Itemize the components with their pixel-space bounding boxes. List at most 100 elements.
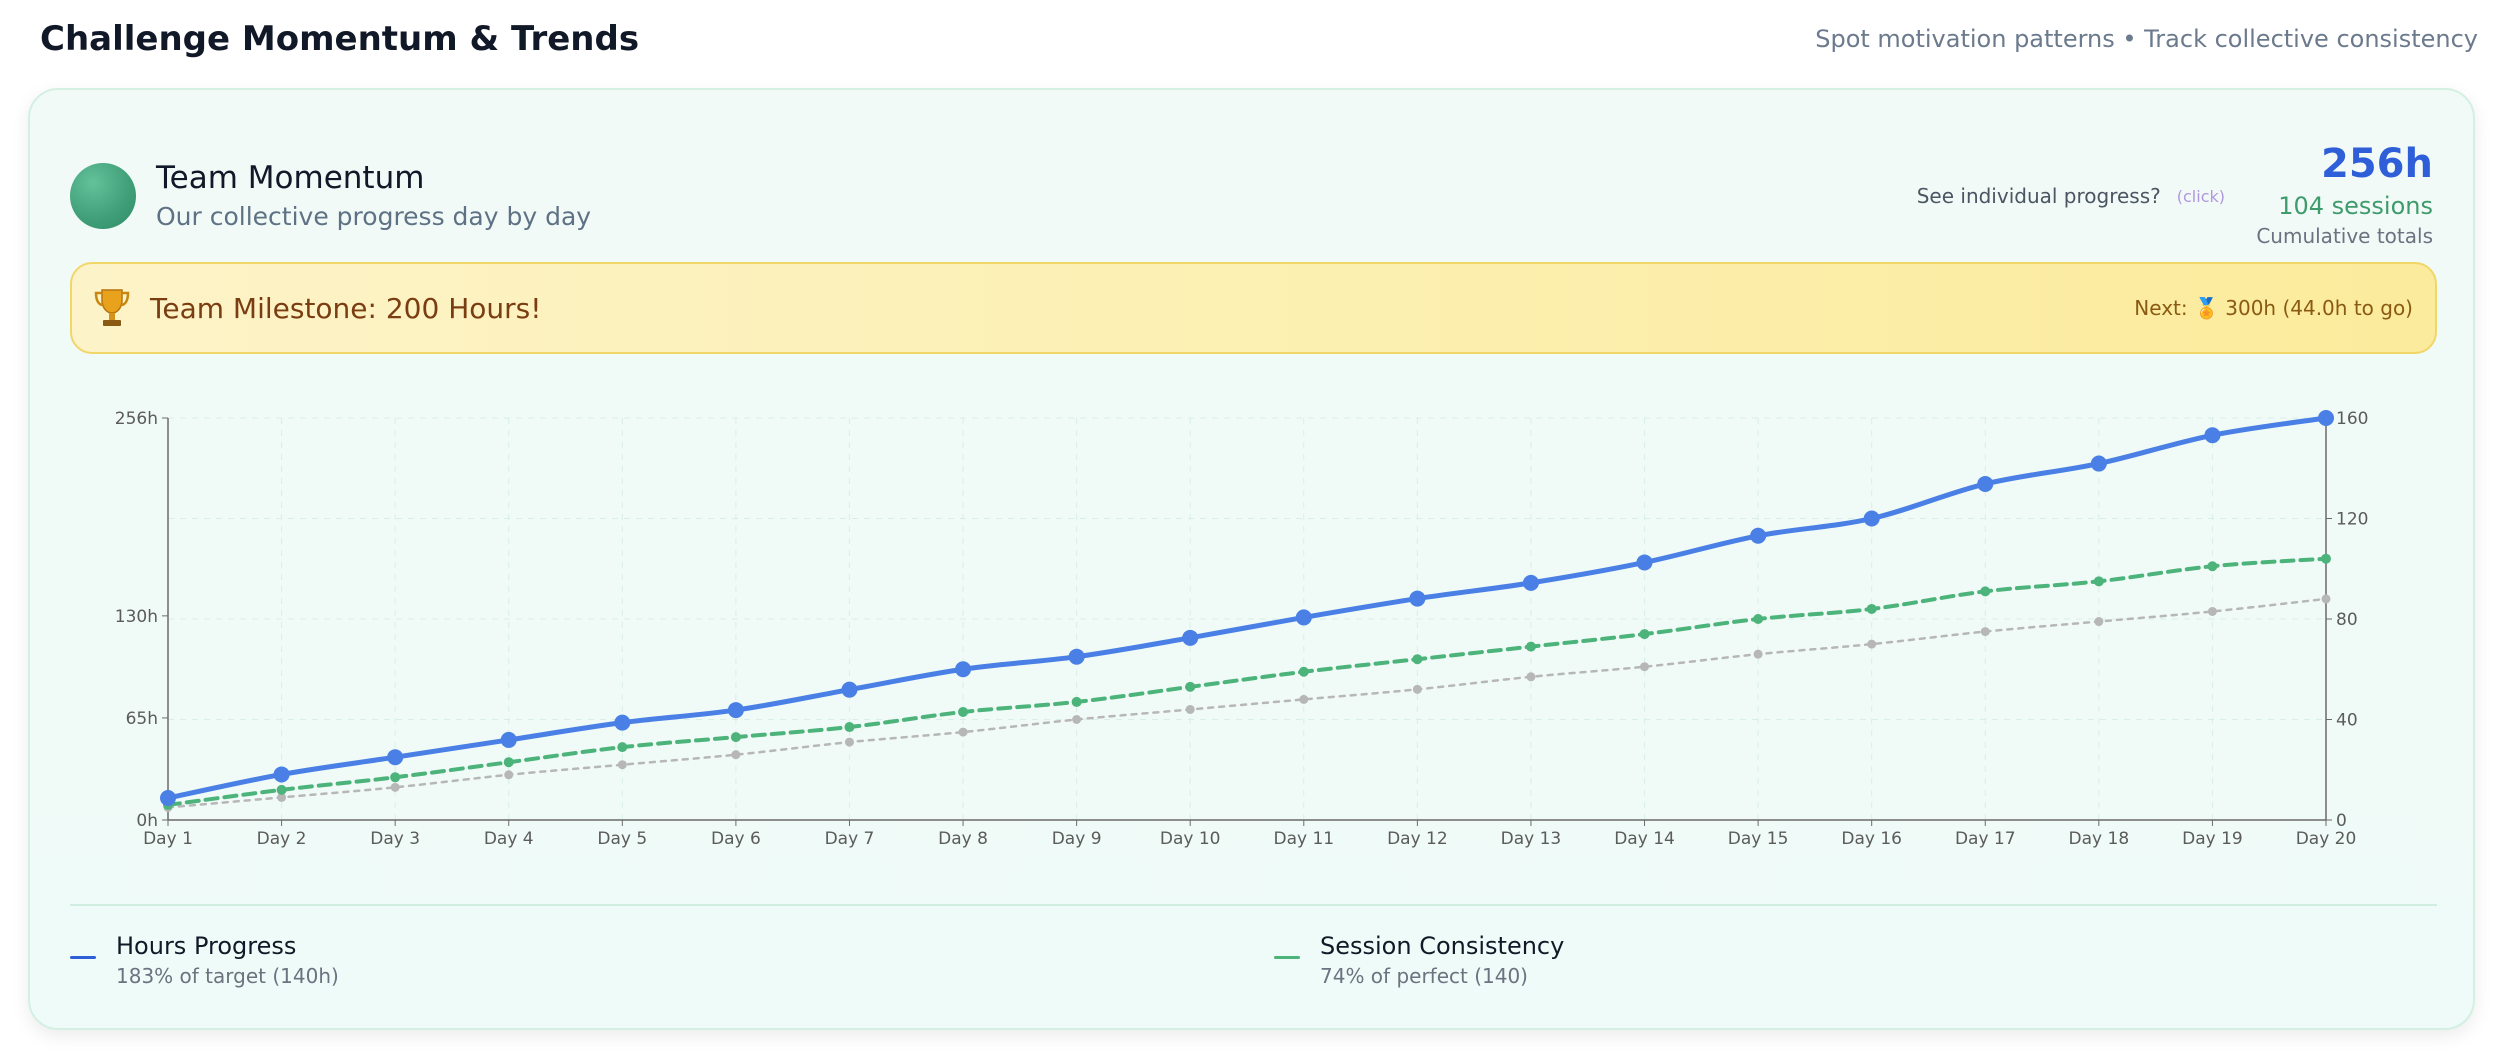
data-point-hours bbox=[1295, 609, 1312, 626]
cumulative-totals: 256h 104 sessions Cumulative totals bbox=[2256, 142, 2433, 248]
data-point-sessions bbox=[2207, 561, 2218, 572]
x-tick-label: Day 7 bbox=[825, 829, 875, 849]
x-tick-label: Day 5 bbox=[597, 829, 647, 849]
data-point-target bbox=[1526, 672, 1536, 682]
data-point-hours bbox=[2090, 455, 2107, 472]
page-subtitle: Spot motivation patterns • Track collect… bbox=[1815, 25, 2478, 53]
data-point-hours bbox=[1863, 510, 1880, 527]
individual-progress-question: See individual progress? bbox=[1916, 184, 2161, 208]
data-point-sessions bbox=[503, 757, 514, 768]
y-right-tick-label: 160 bbox=[2336, 409, 2368, 429]
series-line-target bbox=[166, 597, 2328, 809]
x-tick-label: Day 3 bbox=[370, 829, 420, 849]
x-tick-label: Day 14 bbox=[1614, 829, 1675, 849]
data-point-hours bbox=[1522, 574, 1539, 591]
data-point-sessions bbox=[1412, 654, 1423, 665]
data-point-sessions bbox=[958, 706, 969, 717]
x-tick-label: Day 4 bbox=[484, 829, 534, 849]
data-point-hours bbox=[1409, 590, 1426, 607]
team-avatar bbox=[70, 162, 136, 229]
y-left-tick-label: 65h bbox=[126, 709, 158, 729]
data-point-sessions bbox=[276, 784, 287, 795]
y-right-tick-label: 0 bbox=[2336, 811, 2347, 831]
data-point-hours bbox=[500, 731, 517, 748]
data-point-sessions bbox=[1525, 641, 1536, 652]
legend-hours-name: Hours Progress bbox=[116, 932, 297, 960]
data-point-target bbox=[1640, 662, 1650, 672]
data-point-hours bbox=[2318, 410, 2334, 426]
data-point-target bbox=[1867, 639, 1877, 649]
momentum-line-chart: Day 1 Day 2 Day 3 Day 4 Day 5 Day 6 Day 7 Day 8… bbox=[115, 409, 2369, 849]
data-point-target bbox=[2207, 606, 2217, 616]
data-point-hours bbox=[841, 681, 858, 698]
series-line-sessions bbox=[166, 556, 2328, 807]
page-title: Challenge Momentum & Trends bbox=[40, 19, 640, 59]
data-point-hours bbox=[955, 661, 972, 678]
data-point-sessions bbox=[844, 722, 855, 733]
data-point-target bbox=[277, 792, 287, 802]
milestone-banner: Team Milestone: 200 Hours! Next: 🏅 300h … bbox=[70, 262, 2437, 354]
x-tick-label: Day 8 bbox=[938, 829, 988, 849]
legend-hours-sub: 183% of target (140h) bbox=[116, 964, 339, 988]
data-point-hours bbox=[387, 749, 404, 766]
data-point-sessions bbox=[1753, 614, 1764, 624]
data-point-hours bbox=[2204, 427, 2221, 444]
x-tick-label: Day 17 bbox=[1955, 829, 2016, 849]
milestone-next: Next: 🏅 300h (44.0h to go) bbox=[2134, 296, 2413, 320]
data-point-hours bbox=[273, 766, 290, 783]
data-point-sessions bbox=[617, 742, 628, 753]
y-left-tick-label: 256h bbox=[115, 409, 158, 429]
x-tick-label: Day 16 bbox=[1841, 829, 1902, 849]
x-tick-label: Day 12 bbox=[1387, 829, 1448, 849]
data-point-sessions bbox=[730, 732, 741, 743]
data-point-target bbox=[844, 737, 854, 747]
individual-progress-click-link[interactable]: (click) bbox=[2176, 186, 2225, 206]
data-point-target bbox=[1185, 704, 1195, 714]
data-point-target bbox=[390, 782, 400, 792]
y-left-tick-label: 0h bbox=[136, 811, 158, 831]
data-point-target bbox=[617, 760, 627, 770]
data-point-target bbox=[1980, 627, 1990, 637]
data-point-target bbox=[958, 727, 968, 737]
data-point-sessions bbox=[1639, 629, 1650, 640]
x-tick-label: Day 1 bbox=[143, 829, 193, 849]
data-point-hours bbox=[1182, 629, 1199, 646]
y-left-tick-label: 130h bbox=[115, 607, 158, 627]
x-tick-label: Day 6 bbox=[711, 829, 761, 849]
y-right-tick-label: 80 bbox=[2336, 610, 2358, 630]
series-line-hours bbox=[165, 415, 2329, 801]
team-momentum-card: Team Momentum Our collective progress da… bbox=[28, 88, 2475, 1030]
page-header: Challenge Momentum & Trends Spot motivat… bbox=[40, 14, 2478, 64]
data-point-target bbox=[504, 770, 514, 780]
legend-hours: Hours Progress 183% of target (140h) bbox=[70, 932, 339, 988]
x-tick-label: Day 13 bbox=[1501, 829, 1562, 849]
x-tick-label: Day 9 bbox=[1052, 829, 1102, 849]
totals-caption: Cumulative totals bbox=[2256, 224, 2433, 248]
total-sessions: 104 sessions bbox=[2278, 192, 2433, 220]
x-tick-label: Day 19 bbox=[2182, 829, 2243, 849]
x-tick-label: Day 18 bbox=[2069, 829, 2130, 849]
data-point-sessions bbox=[1071, 696, 1082, 707]
data-point-sessions bbox=[1298, 666, 1309, 677]
data-point-target bbox=[1299, 694, 1309, 704]
individual-progress-prompt: See individual progress? (click) bbox=[1917, 184, 2225, 208]
x-tick-label: Day 10 bbox=[1160, 829, 1221, 849]
x-tick-label: Day 20 bbox=[2296, 829, 2357, 849]
data-point-hours bbox=[727, 702, 744, 719]
y-right-tick-label: 120 bbox=[2336, 510, 2368, 530]
data-point-hours bbox=[614, 714, 631, 731]
data-point-hours bbox=[160, 790, 176, 807]
legend-divider bbox=[70, 904, 2437, 906]
data-point-sessions bbox=[1185, 681, 1196, 692]
data-point-hours bbox=[1068, 648, 1085, 665]
card-title: Team Momentum bbox=[156, 160, 425, 196]
x-tick-label: Day 11 bbox=[1273, 829, 1334, 849]
data-point-sessions bbox=[2321, 553, 2331, 564]
data-point-hours bbox=[1977, 475, 1994, 492]
card-header: Team Momentum Our collective progress da… bbox=[70, 160, 591, 231]
legend-sessions: Session Consistency 74% of perfect (140) bbox=[1274, 932, 1564, 988]
data-point-target bbox=[2094, 617, 2104, 627]
y-right-tick-label: 40 bbox=[2336, 711, 2358, 731]
x-tick-label: Day 2 bbox=[257, 829, 307, 849]
data-point-sessions bbox=[390, 772, 401, 783]
